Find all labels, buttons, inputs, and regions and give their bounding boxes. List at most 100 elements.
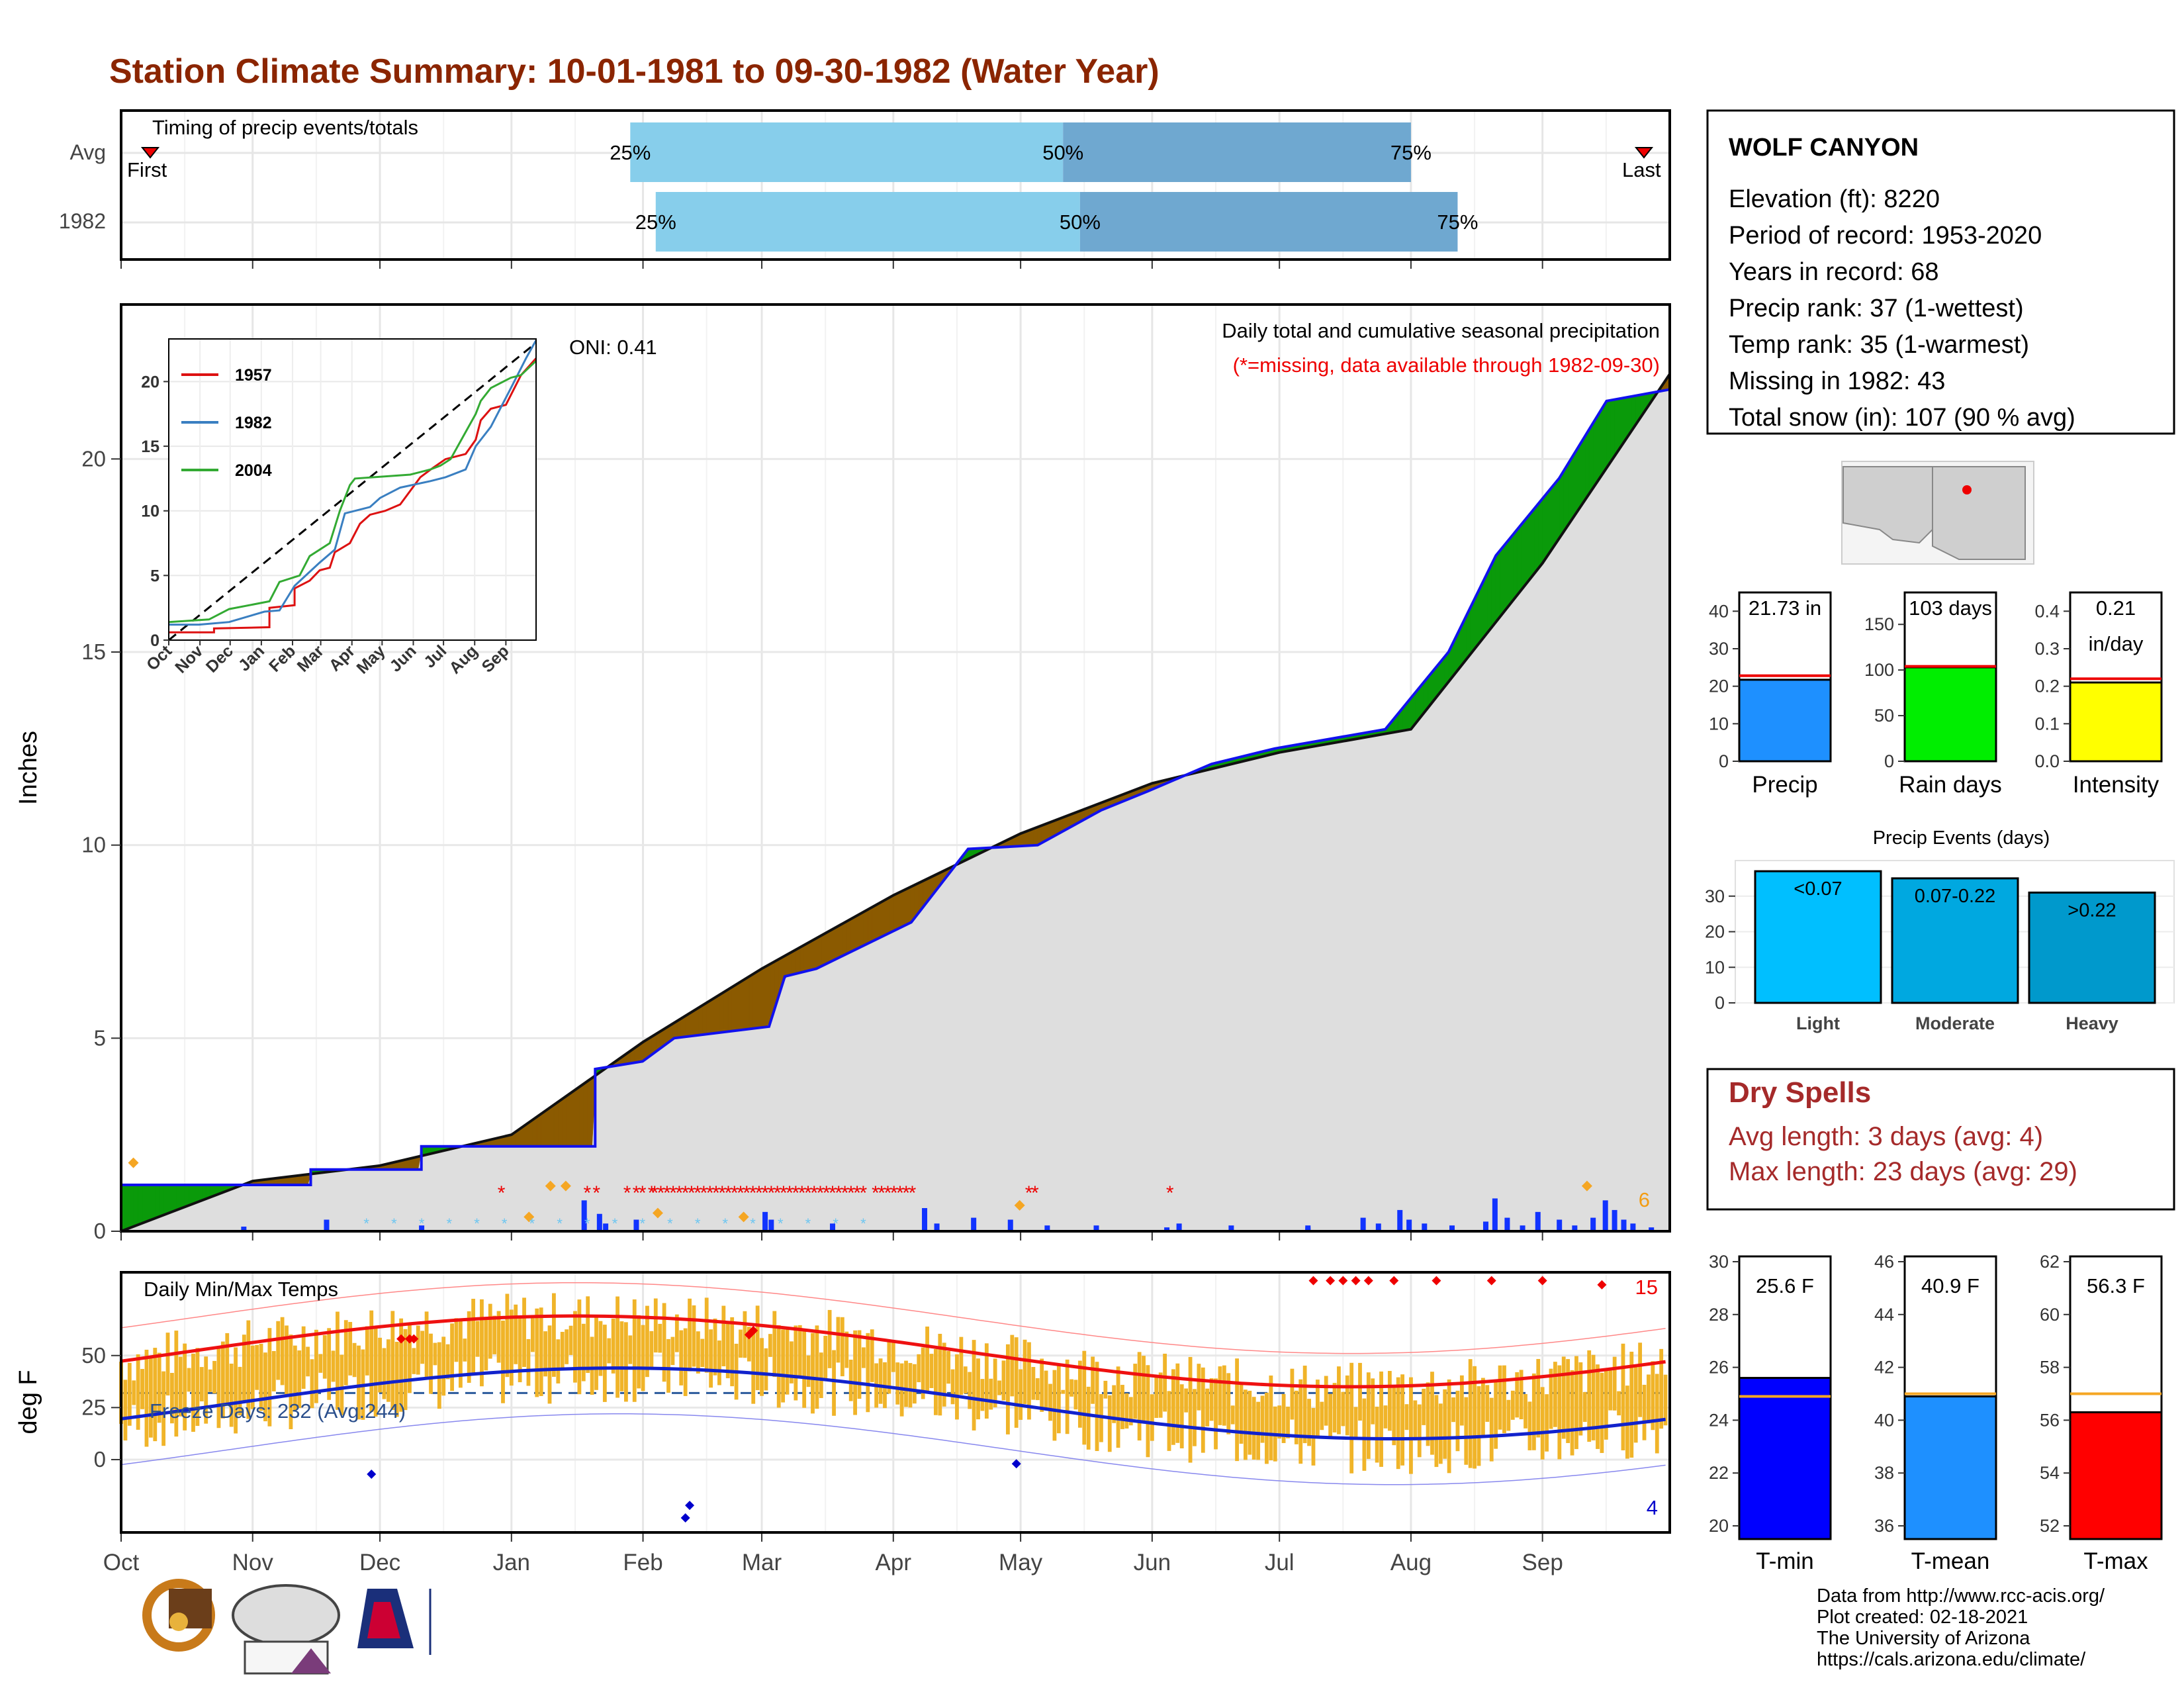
- daily-precip-bar: [1360, 1217, 1366, 1231]
- record-low-marker: [367, 1469, 377, 1479]
- inset-xtick-label: Nov: [171, 641, 206, 677]
- daily-temp-bar: [1124, 1393, 1129, 1429]
- daily-temp-bar: [989, 1378, 993, 1410]
- daily-temp-bar: [424, 1311, 429, 1380]
- daily-temp-bar: [1561, 1356, 1566, 1439]
- missing-marker: *: [682, 1182, 690, 1204]
- daily-temp-bar: [1536, 1358, 1541, 1438]
- inset-xtick-label: Feb: [265, 641, 299, 675]
- snowfall-marker: *: [584, 1215, 590, 1232]
- temp-summary-label: T-min: [1756, 1548, 1814, 1574]
- missing-marker: *: [823, 1182, 831, 1204]
- daily-temp-bar: [1443, 1389, 1447, 1459]
- daily-temp-bar: [369, 1310, 374, 1413]
- timing-avg-p75: 75%: [1390, 141, 1432, 164]
- daily-temp-bar: [938, 1333, 942, 1416]
- summary-ytick-label: 0: [1719, 751, 1729, 771]
- daily-temp-bar: [306, 1346, 310, 1377]
- summary-ytick-label: 100: [1864, 660, 1894, 680]
- daily-temp-bar: [136, 1354, 140, 1430]
- climas-logo: [142, 1579, 215, 1652]
- daily-temp-bar: [1133, 1364, 1138, 1419]
- daily-precip-bar: [1520, 1225, 1525, 1231]
- daily-temp-bar: [153, 1348, 158, 1442]
- month-label: Oct: [103, 1550, 140, 1575]
- events-ytick-label: 10: [1705, 957, 1725, 977]
- daily-temp-bar: [191, 1353, 195, 1432]
- station-info-box: [1706, 109, 2175, 435]
- missing-marker: *: [829, 1182, 837, 1204]
- daily-temp-bar: [1485, 1385, 1490, 1422]
- inset-line-1957: [169, 357, 537, 633]
- daily-temp-bar: [929, 1354, 934, 1388]
- daily-precip-bar: [1557, 1219, 1563, 1231]
- dry-spells-title: Dry Spells: [1729, 1076, 1871, 1109]
- daily-temp-bar: [1260, 1395, 1265, 1443]
- summary-ytick-label: 0: [1884, 751, 1894, 771]
- missing-marker: *: [860, 1182, 868, 1204]
- daily-temp-bar: [857, 1330, 862, 1399]
- daily-precip-bar: [1504, 1217, 1510, 1231]
- daily-temp-bar: [853, 1330, 857, 1415]
- year-cumulative-line: [121, 388, 1670, 1186]
- missing-marker: *: [498, 1182, 506, 1204]
- daily-temp-bar: [1175, 1363, 1180, 1443]
- daily-temp-bar: [285, 1325, 289, 1397]
- missing-marker: *: [817, 1182, 825, 1204]
- daily-temp-bar: [1150, 1394, 1154, 1441]
- daily-temp-bar: [760, 1338, 764, 1396]
- daily-temp-bar: [815, 1325, 819, 1409]
- events-bar-name: Moderate: [1915, 1013, 1995, 1033]
- station-location-dot: [1962, 485, 1972, 494]
- daily-temp-bar: [700, 1338, 705, 1368]
- daily-temp-bar: [518, 1317, 522, 1383]
- daily-temp-bar: [1413, 1400, 1418, 1441]
- missing-marker: *: [583, 1182, 591, 1204]
- daily-temp-bar: [997, 1380, 1001, 1395]
- daily-temp-bar: [1073, 1380, 1078, 1410]
- daily-temp-bar: [688, 1298, 692, 1372]
- timing-year-q1-bar: [655, 192, 1080, 252]
- temp-summary-ytick-label: 56: [2040, 1410, 2060, 1430]
- daily-temp-bar: [1031, 1367, 1036, 1400]
- missing-marker: *: [767, 1182, 775, 1204]
- daily-temp-bar: [976, 1358, 980, 1420]
- station-detail-line: Period of record: 1953-2020: [1729, 222, 2042, 250]
- daily-temp-bar: [764, 1348, 768, 1391]
- daily-temp-bar: [1604, 1370, 1608, 1440]
- snow-event-marker: [128, 1157, 139, 1168]
- missing-marker: *: [663, 1182, 671, 1204]
- daily-temp-bar: [140, 1369, 144, 1409]
- station-detail-line: Precip rank: 37 (1-wettest): [1729, 295, 2024, 322]
- locator-map: [1841, 461, 2034, 565]
- daily-precip-bar: [1492, 1198, 1498, 1231]
- daily-temp-bar: [1451, 1397, 1455, 1423]
- daily-temp-bar: [776, 1325, 781, 1408]
- temp-summary-ytick-label: 40: [1874, 1410, 1894, 1430]
- daily-temp-bar: [357, 1345, 361, 1420]
- missing-marker: *: [761, 1182, 769, 1204]
- summary-ytick-label: 0.3: [2034, 639, 2060, 659]
- timing-avg-q1-bar: [630, 122, 1064, 182]
- daily-precip-bar: [1422, 1223, 1428, 1231]
- events-title: Precip Events (days): [1873, 827, 2050, 849]
- temp-ylabel: deg F: [15, 1370, 42, 1434]
- daily-temp-bar: [301, 1326, 306, 1389]
- footer-logos: [142, 1579, 753, 1675]
- daily-temp-bar: [1044, 1370, 1048, 1411]
- events-bar-range: 0.07-0.22: [1915, 886, 1996, 907]
- daily-temp-bar: [216, 1348, 221, 1429]
- temp-summary-value: 25.6 F: [1756, 1274, 1814, 1297]
- temp-summary-ytick-label: 58: [2040, 1358, 2060, 1378]
- daily-temp-bar: [1010, 1335, 1015, 1397]
- daily-precip-bar: [971, 1217, 977, 1231]
- daily-precip-bar: [1305, 1225, 1311, 1231]
- daily-temp-bar: [912, 1364, 917, 1404]
- daily-precip-bar: [633, 1219, 639, 1231]
- daily-temp-bar: [1086, 1386, 1091, 1450]
- daily-temp-bar: [552, 1293, 556, 1377]
- daily-temp-bar: [255, 1344, 259, 1390]
- temp-frame: [120, 1271, 1671, 1534]
- daily-temp-bar: [1417, 1404, 1422, 1458]
